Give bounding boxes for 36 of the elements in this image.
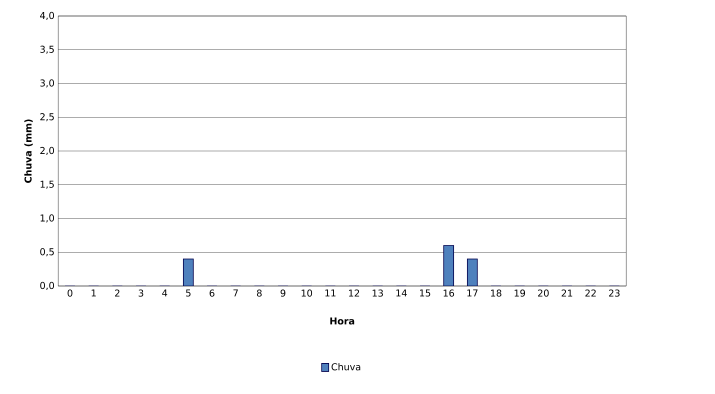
x-tick-label: 6: [210, 290, 214, 297]
x-tick-label: 16: [444, 290, 454, 297]
y-tick-label: 1,5: [40, 180, 54, 189]
y-axis-title: Chuva (mm): [24, 119, 33, 183]
y-tick-label: 0,5: [40, 248, 54, 256]
y-tick-label: 2,5: [40, 113, 54, 122]
legend-label: Chuva: [332, 363, 360, 370]
x-tick-label: 21: [562, 290, 572, 297]
x-tick-label: 1: [92, 290, 96, 296]
x-tick-label: 7: [233, 290, 238, 296]
y-tick-label: 2,0: [40, 146, 54, 156]
x-tick-label: 0: [68, 290, 72, 297]
y-tick-label: 1,0: [40, 214, 54, 223]
x-tick-label: 8: [256, 290, 262, 297]
y-tick-label: 3,0: [40, 79, 54, 88]
x-tick-label: 3: [138, 290, 144, 297]
x-tick-label: 9: [280, 290, 286, 297]
x-tick-label: 10: [302, 290, 312, 297]
x-tick-label: 5: [186, 290, 191, 297]
x-tick-label: 4: [162, 290, 168, 296]
x-tick-label: 23: [609, 290, 620, 297]
x-tick-label: 14: [396, 290, 407, 296]
x-tick-label: 22: [585, 290, 596, 297]
x-tick-label: 12: [349, 290, 360, 297]
x-axis-title: Hora: [330, 318, 354, 325]
x-tick-label: 17: [467, 290, 478, 296]
x-tick-label: 20: [538, 290, 549, 297]
x-tick-label: 2: [115, 290, 120, 297]
y-tick-label: 3,5: [40, 46, 54, 54]
y-tick-label: 0,0: [40, 282, 54, 290]
y-tick-label: 4,0: [40, 12, 54, 20]
x-tick-label: 11: [325, 290, 336, 296]
x-tick-label: 18: [491, 290, 502, 297]
x-tick-label: 15: [420, 290, 430, 297]
x-tick-label: 19: [514, 290, 526, 297]
x-tick-label: 13: [372, 290, 383, 297]
